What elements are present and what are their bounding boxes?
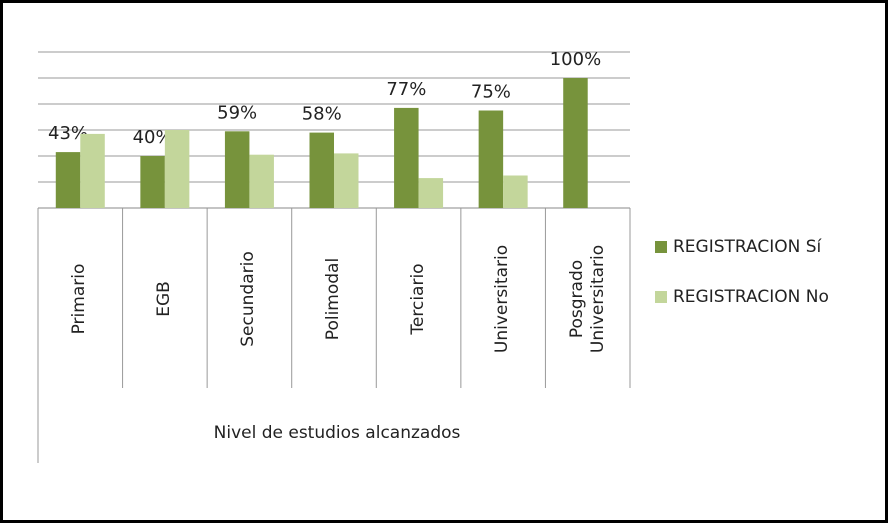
bar (563, 78, 588, 208)
bar (478, 110, 504, 208)
data-label: 100% (550, 49, 601, 70)
legend-swatch (655, 241, 667, 253)
bar (503, 175, 528, 208)
bar (80, 133, 105, 208)
x-tick-label: Primario (69, 263, 90, 335)
bar (249, 154, 274, 208)
data-label: 58% (302, 104, 342, 125)
data-label: 77% (386, 79, 426, 100)
x-tick-label: EGB (154, 281, 175, 317)
x-axis-title: Nivel de estudios alcanzados (213, 423, 461, 443)
legend-label: REGISTRACION No (673, 287, 829, 307)
bar (394, 107, 419, 208)
legend-swatch (655, 291, 667, 303)
legend-label: REGISTRACION Sí (673, 237, 823, 257)
bar (164, 130, 190, 208)
x-tick-label: Secundario (238, 251, 259, 347)
x-tick-label: Posgrado Universitario (566, 244, 608, 354)
data-label: 40% (133, 127, 173, 148)
x-tick-label: Universitario (492, 244, 513, 354)
bar (309, 132, 334, 208)
chart-svg: 43% 40% 59% 58% 77% 75% 100% REGISTRACION Sí REG… (37, 49, 829, 463)
bar (418, 178, 444, 208)
x-tick-label: Polimodal (323, 257, 344, 341)
data-label: 59% (217, 102, 257, 123)
bar (224, 131, 250, 208)
data-label: 43% (48, 123, 88, 144)
data-label: 75% (471, 82, 511, 103)
bar (55, 152, 81, 208)
x-tick-label: Terciario (407, 263, 428, 335)
bar (334, 153, 359, 208)
bar (140, 156, 165, 208)
